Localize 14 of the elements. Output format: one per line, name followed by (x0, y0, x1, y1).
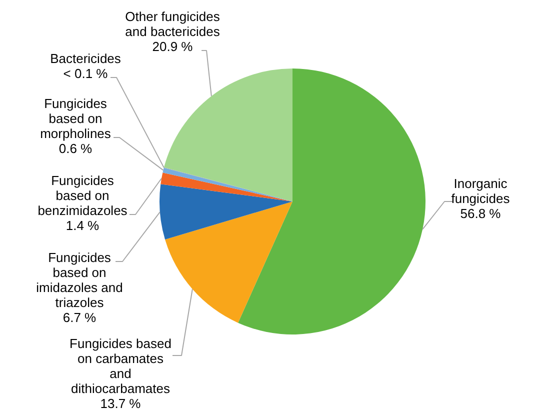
data-label: < 0.1 % (63, 66, 108, 81)
data-label: 20.9 % (152, 39, 194, 54)
slice-label: Fungicides based on carbamates and dithiocarbamates (70, 336, 172, 396)
slice-label: Inorganic fungicides (451, 176, 510, 206)
slice-label: Fungicides based on benzimidazoles (38, 173, 128, 218)
slice-label: Fungicides based on morpholines (40, 96, 112, 141)
data-label: 56.8 % (460, 206, 502, 221)
data-label: 13.7 % (100, 396, 142, 411)
slice-label: Fungicides based on imidazoles and triazoles (36, 250, 123, 310)
slice-label: Bactericides (50, 51, 122, 66)
data-label: 6.7 % (62, 310, 97, 325)
slice-label: Other fungicides and bactericides (125, 9, 220, 39)
data-label: 0.6 % (58, 141, 93, 156)
data-label: 1.4 % (66, 218, 100, 233)
